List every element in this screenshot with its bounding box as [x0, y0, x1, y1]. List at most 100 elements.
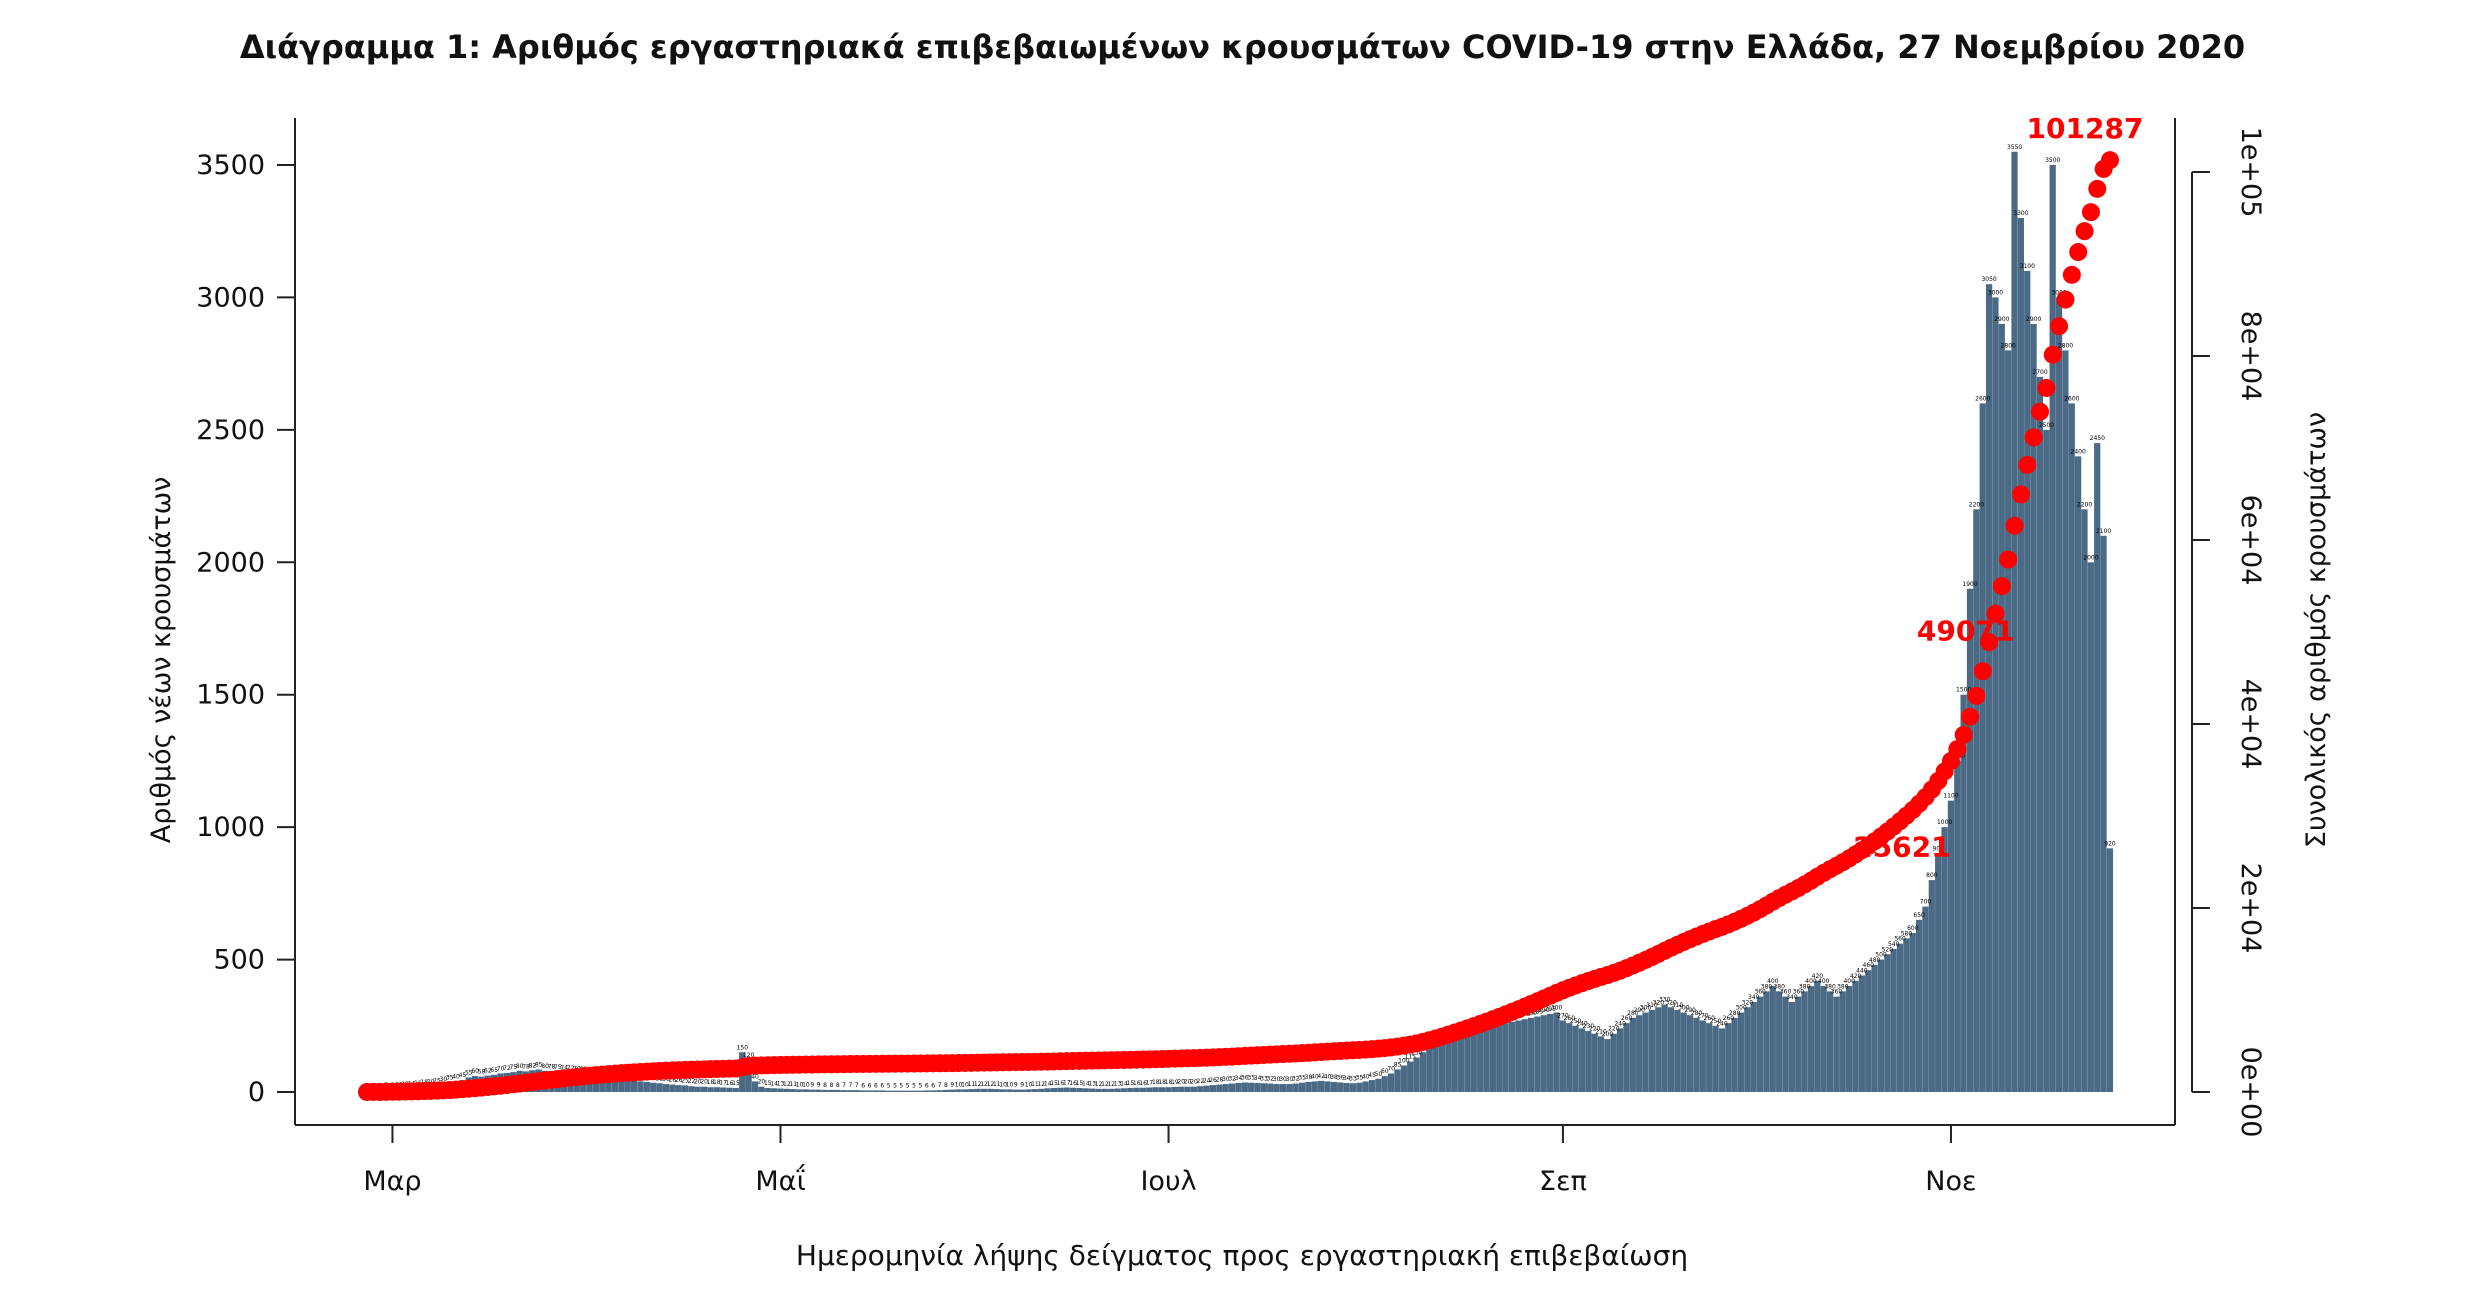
bar: [1273, 1084, 1280, 1092]
bar: [1044, 1088, 1051, 1092]
bar: [1737, 1012, 1745, 1092]
bar: [1235, 1082, 1242, 1092]
bar: [891, 1090, 899, 1092]
bar-value-label: 480: [1869, 957, 1881, 964]
bar-value-label: 60: [1381, 1068, 1389, 1075]
bar: [949, 1089, 956, 1092]
bar-value-label: 380: [1837, 983, 1849, 990]
bar-value-label: 10: [796, 1081, 804, 1088]
bar-value-label: 1500: [1956, 687, 1971, 694]
bar: [796, 1089, 803, 1092]
bar-value-label: 15: [732, 1080, 740, 1087]
bar: [1877, 959, 1885, 1092]
bar-value-label: 1900: [1962, 581, 1977, 588]
bar: [929, 1090, 937, 1092]
bar-value-label: 14: [1082, 1080, 1090, 1087]
bar-value-label: 65: [490, 1067, 498, 1074]
bar: [1515, 1020, 1522, 1092]
bar-value-label: 320: [1665, 999, 1677, 1006]
bar-value-label: 260: [1723, 1015, 1735, 1022]
bar-value-label: 16: [1139, 1080, 1147, 1087]
y-tick-label: 1500: [196, 680, 265, 711]
cumulative-point: [1948, 740, 1967, 759]
bar-value-label: 36: [1241, 1074, 1249, 1081]
bar-value-label: 20: [1177, 1079, 1185, 1086]
bar-value-label: 240: [1576, 1020, 1588, 1027]
bar-value-label: 20: [700, 1079, 708, 1086]
bar-value-label: 72: [567, 1065, 575, 1072]
bar: [681, 1085, 689, 1092]
bar-value-label: 400: [1818, 978, 1830, 985]
bar: [1407, 1061, 1414, 1092]
bar-value-label: 6: [880, 1082, 884, 1089]
bar: [1146, 1087, 1153, 1092]
bar-value-label: 45: [459, 1072, 467, 1079]
bar: [1477, 1029, 1484, 1092]
bar-value-label: 360: [1754, 989, 1766, 996]
bar-value-label: 260: [1564, 1015, 1576, 1022]
bar-value-label: 8: [944, 1082, 948, 1089]
bar-value-label: 3300: [2013, 210, 2028, 217]
bar-value-label: 280: [1729, 1010, 1741, 1017]
bar-value-label: 75: [509, 1064, 517, 1071]
bar-value-label: 520: [1882, 946, 1894, 953]
bar-value-label: 300: [1735, 1005, 1747, 1012]
bar-value-label: 2400: [2071, 448, 2086, 455]
bar: [2049, 165, 2056, 1092]
bar-value-label: 12: [1037, 1081, 1045, 1088]
bar: [815, 1089, 822, 1092]
bar: [1661, 1004, 1668, 1092]
cumulative-point: [2056, 290, 2075, 309]
cumulative-point: [1999, 550, 2018, 569]
bar: [1362, 1081, 1369, 1092]
bar-value-label: 240: [1716, 1020, 1728, 1027]
bar-value-label: 35: [1298, 1075, 1306, 1082]
bar-value-label: 34: [1254, 1075, 1262, 1082]
bar: [1884, 954, 1891, 1092]
bar-value-label: 22: [1197, 1078, 1205, 1085]
bar-value-label: 2900: [2026, 316, 2041, 323]
bar: [1922, 906, 1929, 1092]
bar: [904, 1090, 911, 1092]
bar-value-labels: 3457810121416182025303540455560586265707…: [365, 144, 2116, 1090]
bar: [1318, 1080, 1325, 1092]
bar: [1788, 1001, 1795, 1092]
bar: [1680, 1012, 1687, 1092]
bar: [968, 1089, 975, 1092]
bar-value-label: 280: [1525, 1010, 1537, 1017]
bar-value-label: 250: [1710, 1018, 1722, 1025]
bar: [1375, 1078, 1382, 1092]
bar-value-label: 360: [1780, 989, 1792, 996]
bar-value-label: 12: [783, 1081, 791, 1088]
bar-value-label: 310: [1672, 1002, 1684, 1009]
bar: [1089, 1088, 1096, 1092]
bar: [1184, 1086, 1191, 1092]
bar-value-label: 74: [560, 1064, 568, 1071]
bar: [700, 1086, 708, 1092]
bar-value-label: 3550: [2007, 144, 2022, 151]
bar: [1298, 1082, 1306, 1092]
bar: [770, 1088, 778, 1092]
bar: [1451, 1035, 1458, 1092]
bar-value-label: 300: [1551, 1005, 1563, 1012]
bar-value-label: 13: [1114, 1081, 1122, 1088]
bar: [1076, 1088, 1083, 1092]
bar-value-label: 70: [497, 1065, 505, 1072]
bar: [2087, 562, 2094, 1092]
bar: [2106, 848, 2114, 1092]
bar-value-label: 22: [688, 1078, 696, 1085]
bar-value-label: 30: [440, 1076, 448, 1083]
bar: [1597, 1036, 1605, 1092]
bar-value-label: 82: [529, 1062, 537, 1069]
bar-value-label: 2200: [2077, 501, 2092, 508]
bar: [980, 1088, 988, 1092]
bar-value-label: 500: [1875, 952, 1887, 959]
bar: [2017, 217, 2024, 1093]
bar-value-label: 18: [1152, 1079, 1160, 1086]
bar: [1337, 1082, 1344, 1092]
bar: [1909, 933, 1916, 1092]
bar-value-label: 2600: [2064, 395, 2079, 402]
y-tick-label: 3000: [196, 282, 265, 313]
bar-value-label: 60: [471, 1068, 479, 1075]
bar: [618, 1079, 625, 1092]
